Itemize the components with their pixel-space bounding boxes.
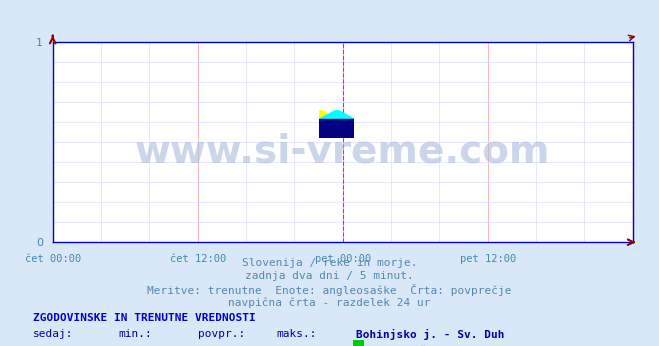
Text: čet 12:00: čet 12:00: [169, 254, 226, 264]
Text: Bohinjsko j. - Sv. Duh: Bohinjsko j. - Sv. Duh: [356, 329, 504, 340]
Text: www.si-vreme.com: www.si-vreme.com: [135, 133, 550, 171]
Text: maks.:: maks.:: [277, 329, 317, 339]
Text: čet 00:00: čet 00:00: [24, 254, 81, 264]
Text: min.:: min.:: [119, 329, 152, 339]
Text: Meritve: trenutne  Enote: angleosaške  Črta: povprečje: Meritve: trenutne Enote: angleosaške Črt…: [147, 284, 512, 296]
Text: sedaj:: sedaj:: [33, 329, 73, 339]
Text: navpična črta - razdelek 24 ur: navpična črta - razdelek 24 ur: [228, 297, 431, 308]
Text: pet 12:00: pet 12:00: [459, 254, 516, 264]
Text: zadnja dva dni / 5 minut.: zadnja dva dni / 5 minut.: [245, 271, 414, 281]
Text: pet 00:00: pet 00:00: [314, 254, 371, 264]
Text: ZGODOVINSKE IN TRENUTNE VREDNOSTI: ZGODOVINSKE IN TRENUTNE VREDNOSTI: [33, 313, 256, 323]
Text: Slovenija / reke in morje.: Slovenija / reke in morje.: [242, 258, 417, 268]
Text: povpr.:: povpr.:: [198, 329, 245, 339]
